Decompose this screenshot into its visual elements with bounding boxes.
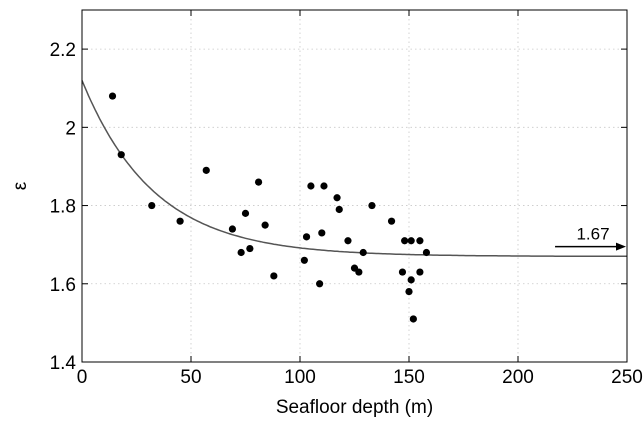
data-point [242,210,249,217]
data-point [318,229,325,236]
data-point [246,245,253,252]
data-point [355,268,362,275]
data-point [336,206,343,213]
data-point [399,268,406,275]
data-point [388,218,395,225]
y-tick-label: 2 [65,118,76,139]
data-point [262,222,269,229]
data-point [410,315,417,322]
data-point [229,225,236,232]
data-point [316,280,323,287]
x-tick-label: 100 [284,367,316,388]
x-axis-label: Seafloor depth (m) [276,397,433,418]
data-point [238,249,245,256]
asymptote-label: 1.67 [576,225,609,244]
x-tick-label: 0 [77,367,88,388]
asymptote-annotation: 1.67 [555,225,626,251]
data-point [270,272,277,279]
grid-lines [82,10,627,362]
data-point [301,257,308,264]
data-point [333,194,340,201]
y-tick-label: 1.6 [50,275,76,296]
axis-ticks: 0 50 100 150 200 250 1.4 1.6 1.8 2 2.2 [50,10,643,388]
data-point [255,178,262,185]
data-point [423,249,430,256]
data-point [307,182,314,189]
data-point [416,237,423,244]
fit-curve-layer [82,80,627,256]
data-point [408,276,415,283]
data-point [368,202,375,209]
x-tick-label: 200 [502,367,534,388]
data-point [416,268,423,275]
data-point [203,167,210,174]
data-point [109,92,116,99]
data-point [148,202,155,209]
data-point [408,237,415,244]
y-tick-label: 1.4 [50,353,77,374]
plot-frame [82,10,627,362]
data-point [360,249,367,256]
data-point [177,218,184,225]
y-tick-label: 1.8 [50,197,76,218]
data-point [118,151,125,158]
y-tick-label: 2.2 [50,40,76,61]
data-points [109,92,430,322]
asymptote-arrowhead [616,243,626,251]
data-point [405,288,412,295]
data-point [303,233,310,240]
data-point [344,237,351,244]
x-tick-label: 250 [611,367,643,388]
data-point [401,237,408,244]
y-axis-label: ε [10,181,31,190]
x-tick-label: 150 [393,367,425,388]
data-point [320,182,327,189]
fit-curve [82,80,627,256]
x-tick-label: 50 [180,367,201,388]
